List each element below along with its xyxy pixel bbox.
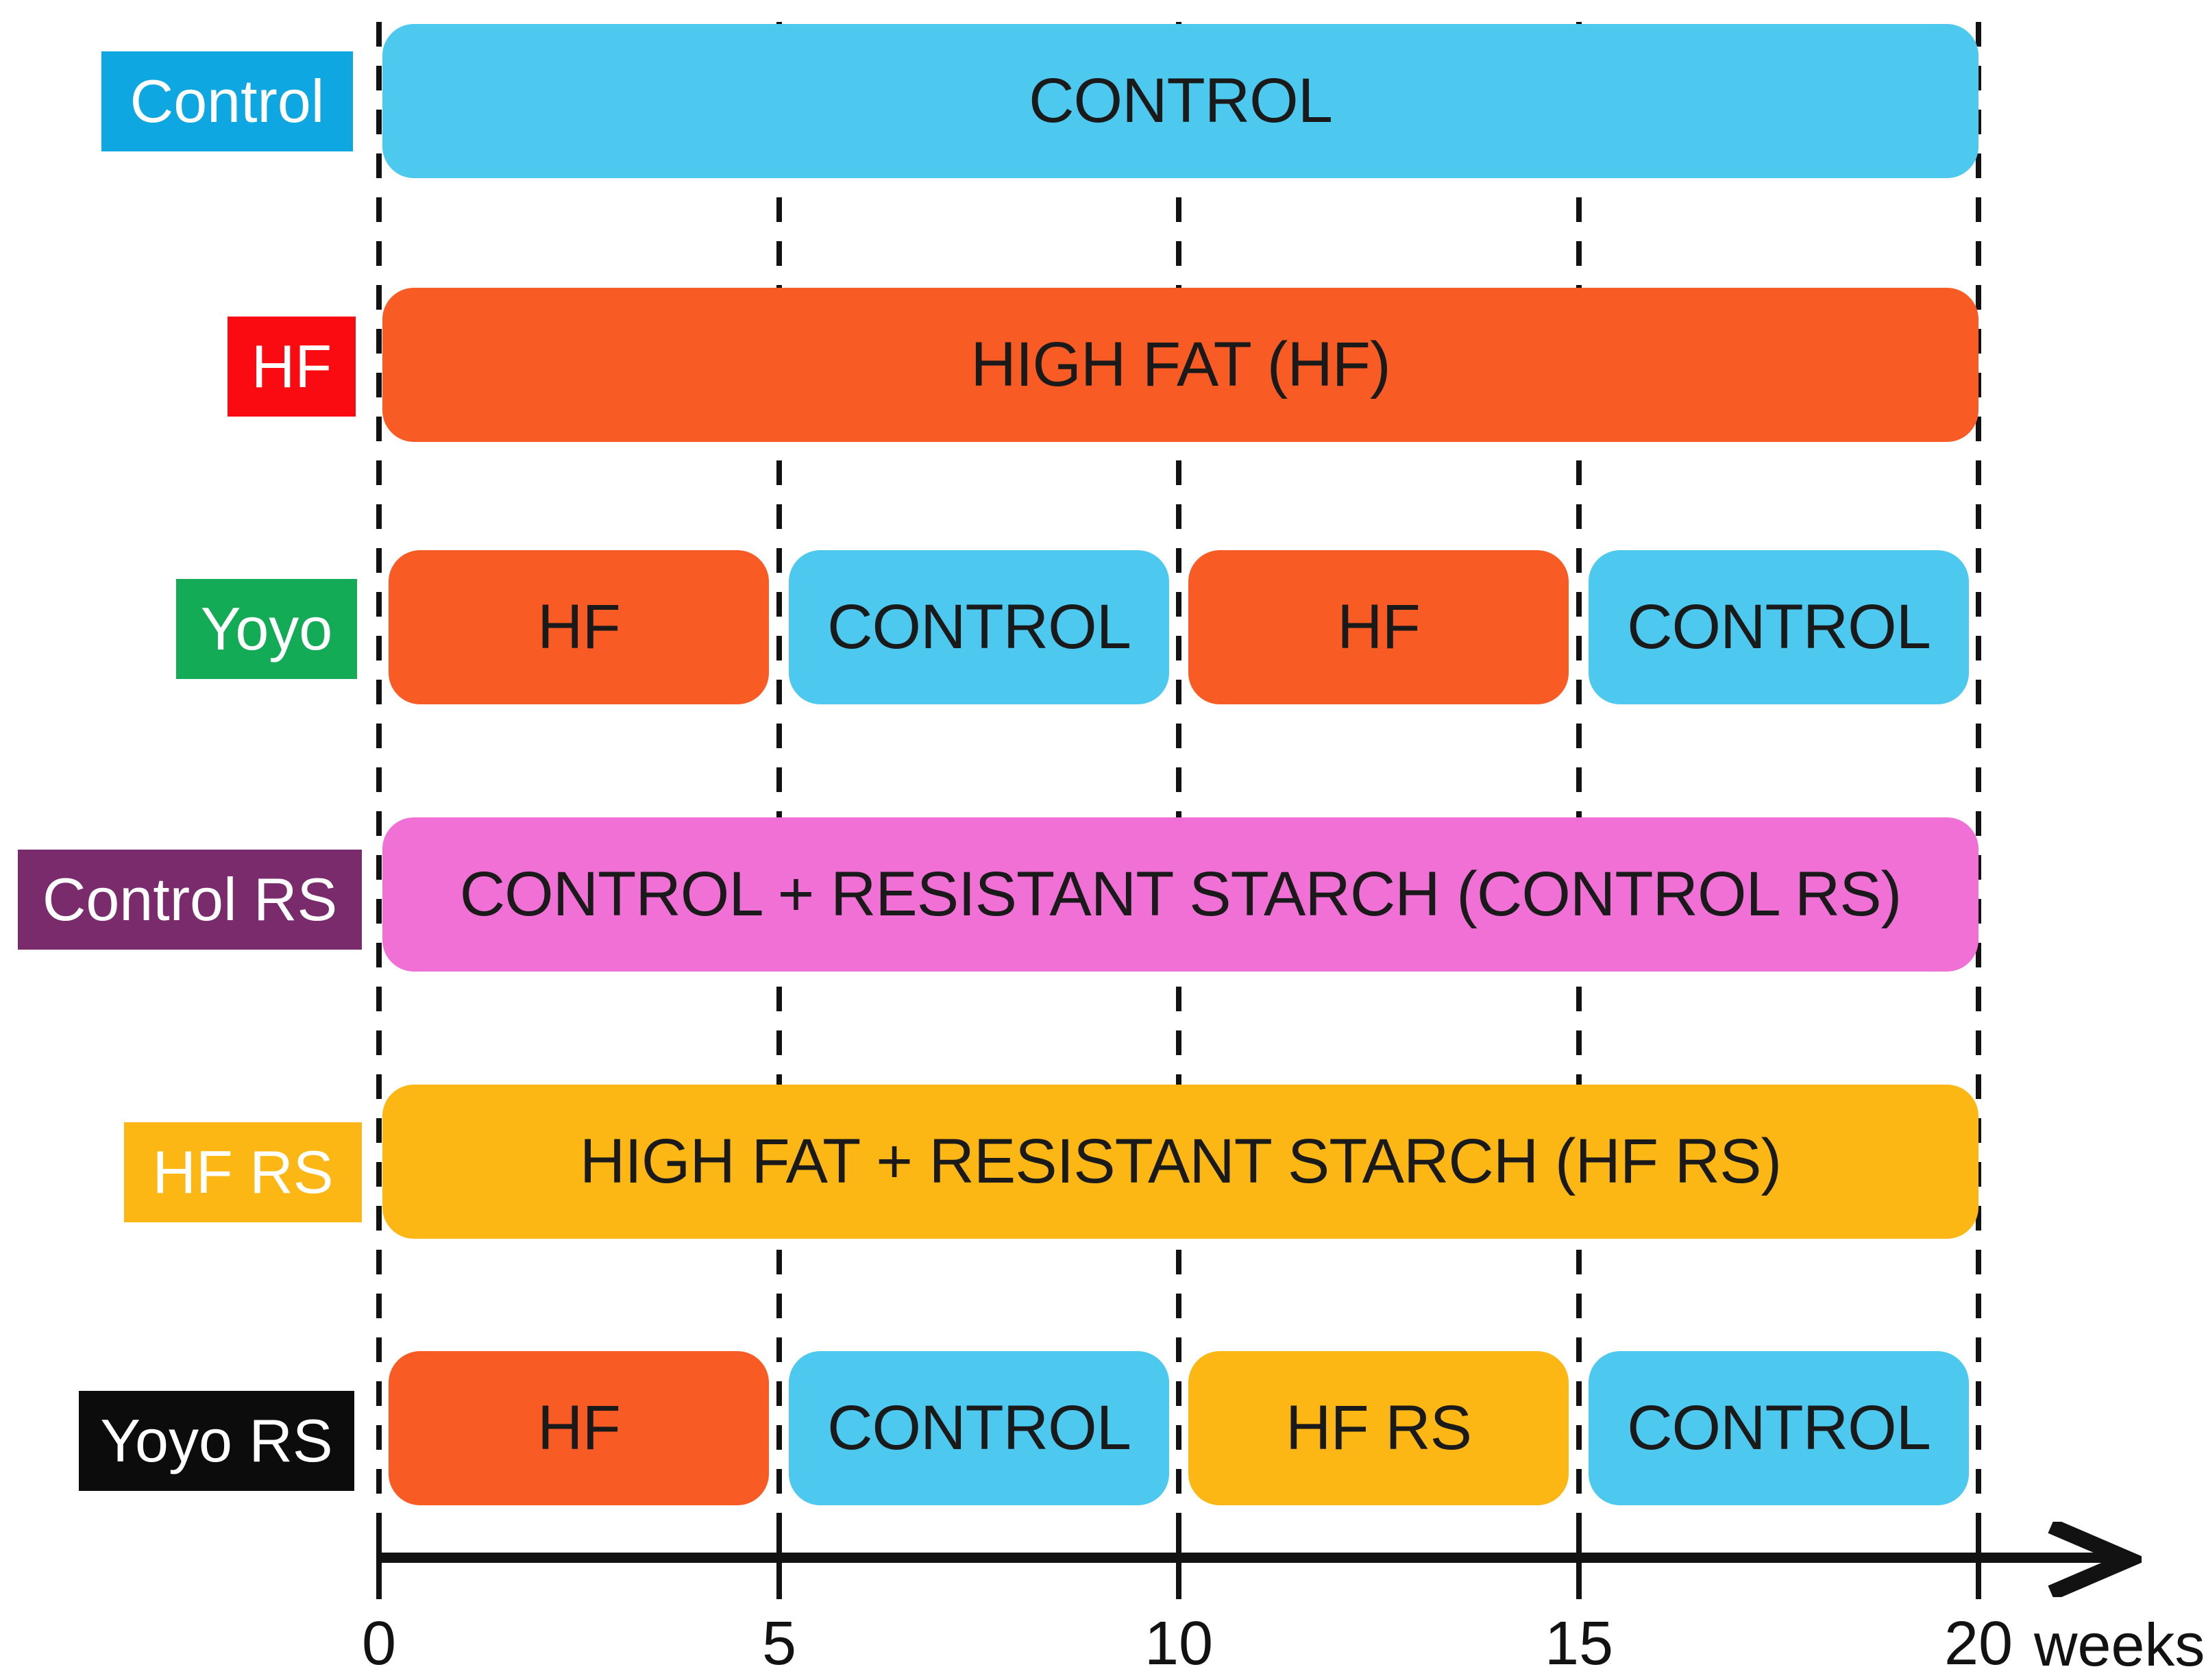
week-gridline-20: [1976, 22, 1981, 1529]
yoyo-rs-segment-4-text: CONTROL: [1627, 1393, 1931, 1463]
axis-tick-15: [1576, 1522, 1582, 1599]
diet-bar-control-rs: CONTROL + RESISTANT STARCH (CONTROL RS): [382, 817, 1978, 972]
row-label-yoyo: Yoyo: [176, 579, 357, 679]
yoyo-rs-segment-1-text: HF: [537, 1393, 621, 1463]
diet-bar-control-rs-text: CONTROL + RESISTANT STARCH (CONTROL RS): [459, 859, 1902, 929]
diet-bar-control: CONTROL: [382, 24, 1978, 178]
week-gridline-5: [776, 22, 782, 1529]
axis-tick-10: [1176, 1522, 1181, 1599]
axis-unit-label: weeks: [2034, 1611, 2205, 1679]
week-gridline-0: [376, 22, 382, 1529]
yoyo-segment-2-text: CONTROL: [827, 592, 1131, 662]
timeline-axis: [379, 1553, 2116, 1563]
row-label-hf: HF: [228, 317, 356, 417]
diet-bar-control-text: CONTROL: [1029, 66, 1333, 136]
week-gridline-15: [1576, 22, 1582, 1529]
row-label-hf-rs: HF RS: [124, 1122, 362, 1222]
yoyo-segment-3-hf: HF: [1188, 550, 1569, 704]
row-label-yoyo-rs: Yoyo RS: [79, 1391, 354, 1491]
row-label-control: Control: [101, 51, 353, 151]
yoyo-rs-segment-2-text: CONTROL: [827, 1393, 1131, 1463]
yoyo-segment-1-hf: HF: [389, 550, 769, 704]
diet-bar-hf-rs: HIGH FAT + RESISTANT STARCH (HF RS): [382, 1085, 1978, 1239]
axis-tick-5: [776, 1522, 782, 1599]
diet-bar-high-fat: HIGH FAT (HF): [382, 288, 1978, 442]
yoyo-segment-4-control: CONTROL: [1589, 550, 1969, 704]
axis-arrow-icon: [2048, 1522, 2142, 1597]
axis-tick-0: [376, 1522, 382, 1599]
yoyo-rs-segment-2-control: CONTROL: [789, 1351, 1169, 1505]
axis-tick-label-20: 20: [1944, 1609, 2013, 1678]
axis-tick-20: [1976, 1522, 1981, 1599]
yoyo-rs-segment-3-text: HF RS: [1286, 1393, 1472, 1463]
yoyo-segment-4-text: CONTROL: [1627, 592, 1931, 662]
yoyo-rs-segment-1-hf: HF: [389, 1351, 769, 1505]
diet-bar-high-fat-text: HIGH FAT (HF): [970, 330, 1390, 399]
week-gridline-10: [1176, 22, 1181, 1529]
row-label-control-rs: Control RS: [18, 850, 362, 950]
yoyo-segment-3-text: HF: [1337, 592, 1421, 662]
diet-bar-hf-rs-text: HIGH FAT + RESISTANT STARCH (HF RS): [579, 1126, 1782, 1196]
axis-tick-label-5: 5: [761, 1609, 797, 1678]
axis-tick-label-0: 0: [361, 1609, 397, 1678]
yoyo-rs-segment-3-hf-rs: HF RS: [1188, 1351, 1569, 1505]
axis-tick-label-10: 10: [1144, 1609, 1214, 1678]
axis-tick-label-15: 15: [1544, 1609, 1614, 1678]
yoyo-rs-segment-4-control: CONTROL: [1589, 1351, 1969, 1505]
yoyo-segment-2-control: CONTROL: [789, 550, 1169, 704]
yoyo-segment-1-text: HF: [537, 592, 621, 662]
